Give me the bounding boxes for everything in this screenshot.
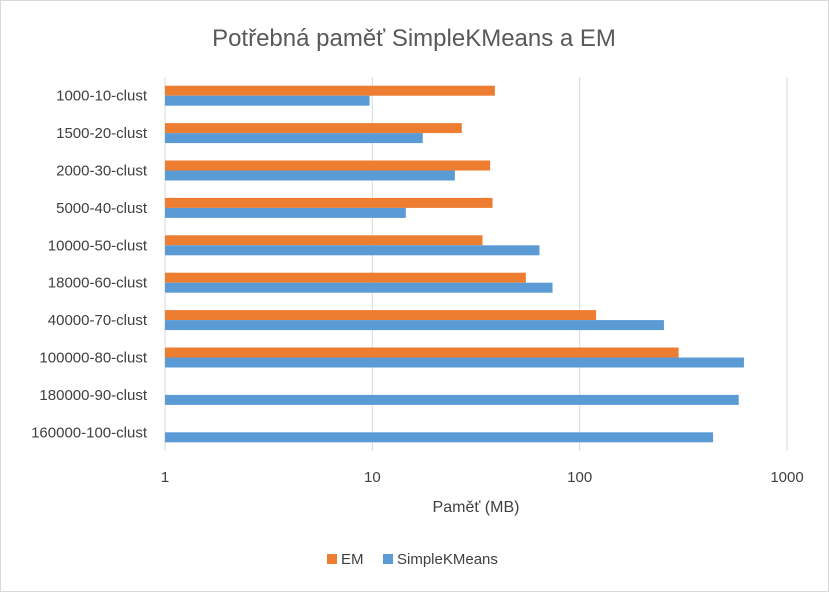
category-label: 100000-80-clust [39, 350, 147, 367]
category-label: 1000-10-clust [56, 88, 148, 105]
bar-em [165, 85, 495, 96]
x-tick-label: 1000 [770, 469, 803, 486]
category-label: 1500-20-clust [56, 125, 148, 142]
category-labels: 1000-10-clust 1500-20-clust 2000-30-clust 5… [31, 88, 148, 442]
bar-simplekmeans [165, 170, 455, 181]
bar-em [165, 347, 679, 358]
category-label: 10000-50-clust [48, 237, 148, 254]
bar-em [165, 160, 491, 171]
x-tick-label: 1 [161, 469, 169, 486]
chart-title: Potřebná paměť SimpleKMeans a EM [212, 25, 616, 52]
bar-simplekmeans [165, 432, 714, 443]
bar-simplekmeans [165, 282, 553, 293]
bar-em [165, 197, 493, 208]
legend-swatch-simplekmeans [383, 554, 393, 564]
category-label: 180000-90-clust [39, 387, 147, 404]
x-tick-labels: 1 10 100 1000 [161, 469, 804, 486]
x-axis-title: Paměť (MB) [433, 499, 520, 516]
bar-simplekmeans [165, 320, 664, 331]
legend: EM SimpleKMeans [327, 551, 498, 568]
x-tick-label: 100 [567, 469, 592, 486]
bar-em [165, 272, 526, 283]
category-label: 18000-60-clust [48, 275, 148, 292]
category-label: 160000-100-clust [31, 424, 148, 441]
bars [165, 85, 744, 443]
bar-simplekmeans [165, 95, 370, 106]
legend-label: EM [341, 551, 364, 568]
bar-simplekmeans [165, 207, 406, 218]
bar-simplekmeans [165, 394, 739, 405]
legend-label: SimpleKMeans [397, 551, 498, 568]
category-label: 40000-70-clust [48, 312, 148, 329]
bar-em [165, 123, 462, 134]
bar-em [165, 235, 483, 246]
category-label: 5000-40-clust [56, 200, 148, 217]
category-label: 2000-30-clust [56, 163, 148, 180]
x-tick-label: 10 [364, 469, 381, 486]
bar-em [165, 310, 597, 321]
bar-simplekmeans [165, 133, 423, 144]
bar-simplekmeans [165, 357, 744, 368]
bar-simplekmeans [165, 245, 540, 256]
legend-swatch-em [327, 554, 337, 564]
